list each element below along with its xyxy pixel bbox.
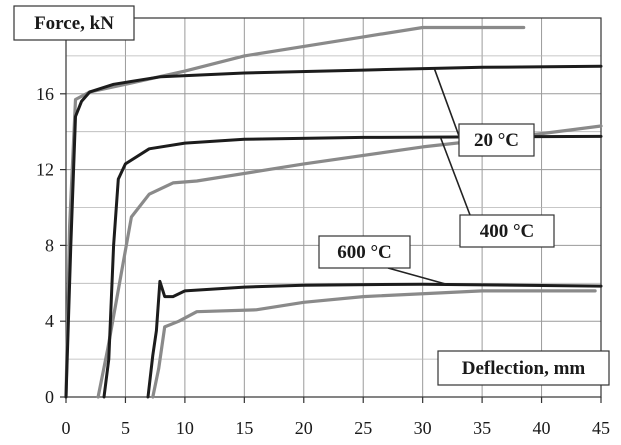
x-axis-label-box: [437, 350, 610, 386]
series-line-20-dark: [64, 64, 603, 399]
x-tick-label: 15: [235, 418, 253, 438]
grid: [65, 17, 602, 398]
annotation-label: 400 °C: [459, 214, 555, 248]
y-tick-label: 16: [36, 84, 54, 104]
y-tick-label: 4: [45, 311, 54, 331]
annotation-leader: [433, 68, 460, 137]
x-axis-label-text: Deflection, mm: [462, 358, 586, 379]
series-lines: [64, 25, 603, 399]
annotation-label: 600 °C: [318, 235, 411, 269]
x-tick-label: 5: [121, 418, 130, 438]
y-axis-label-text: Force, kN: [34, 13, 114, 34]
annotation-label-box: [458, 123, 535, 157]
x-tick-label: 25: [354, 418, 372, 438]
x-axis-label: Deflection, mm: [437, 350, 610, 386]
x-tick-label: 35: [473, 418, 491, 438]
plot-border: [65, 17, 602, 398]
series-line-600-gray: [151, 289, 597, 399]
y-tick-label: 8: [45, 235, 54, 255]
x-tick-label: 40: [533, 418, 551, 438]
annotation-label: 20 °C: [458, 123, 535, 157]
x-tick-label: 20: [295, 418, 313, 438]
annotation-leaders: [387, 68, 471, 286]
plot-frame: [60, 17, 602, 403]
y-tick-label: 12: [36, 160, 54, 180]
annotation-label-text: 600 °C: [337, 242, 392, 263]
series-line-600-dark: [146, 279, 603, 399]
y-axis-label: Force, kN: [13, 5, 135, 41]
annotation-leader: [439, 137, 471, 216]
annotation-label-text: 20 °C: [474, 130, 519, 151]
x-tick-label: 45: [592, 418, 610, 438]
tick-labels: 051015202530354045048121620: [36, 8, 610, 438]
y-tick-label: 0: [45, 387, 54, 407]
annotation-label-box: [459, 214, 555, 248]
annotation-leader: [387, 267, 447, 286]
annotation-label-text: 400 °C: [480, 221, 535, 242]
annotation-label-box: [318, 235, 411, 269]
x-tick-label: 30: [414, 418, 432, 438]
label-boxes: Force, kN Deflection, mm 20 °C 400 °C 600 °C: [13, 5, 610, 386]
series-line-400-dark: [102, 134, 603, 399]
x-tick-label: 0: [62, 418, 71, 438]
y-axis-label-box: [13, 5, 135, 41]
x-tick-label: 10: [176, 418, 194, 438]
